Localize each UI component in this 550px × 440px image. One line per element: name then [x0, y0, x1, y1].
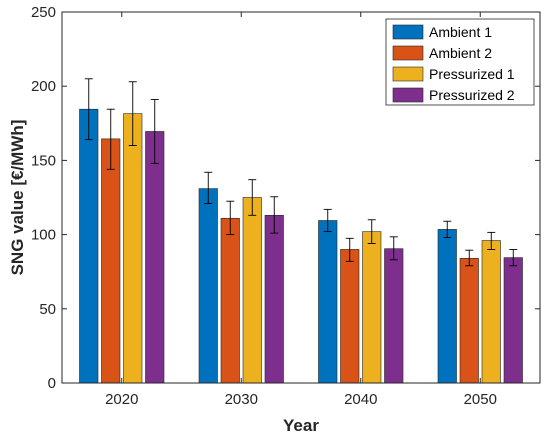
y-tick-label: 0: [48, 375, 56, 392]
legend-label: Ambient 1: [429, 24, 492, 40]
bar: [123, 113, 143, 384]
bar: [145, 131, 165, 384]
legend-swatch: [392, 24, 424, 40]
legend-swatch: [392, 45, 424, 61]
legend-swatch: [392, 66, 424, 82]
y-axis: 0 50 100 150 200 250: [31, 4, 540, 392]
legend-label: Ambient 2: [429, 45, 492, 61]
bar: [198, 188, 218, 384]
bars-layer: [79, 108, 523, 384]
y-axis-title: SNG value [€/MWh]: [8, 120, 27, 276]
x-axis: 2020 2030 2040 2050: [105, 12, 497, 408]
x-tick-label: 2020: [105, 391, 138, 408]
x-tick-label: 2050: [464, 391, 497, 408]
y-tick-label: 250: [31, 4, 56, 21]
bar: [220, 217, 240, 384]
bar: [318, 220, 338, 384]
legend-label: Pressurized 1: [429, 66, 515, 82]
x-axis-title: Year: [283, 416, 319, 435]
y-tick-label: 200: [31, 78, 56, 95]
bar: [362, 231, 382, 384]
error-bars-layer: [84, 78, 518, 267]
plot-frame: [61, 11, 541, 384]
bar: [101, 138, 121, 384]
x-tick-label: 2040: [344, 391, 377, 408]
bar: [242, 197, 262, 384]
bar: [503, 257, 523, 384]
y-tick-label: 100: [31, 227, 56, 244]
bar: [481, 240, 501, 384]
bar: [264, 215, 284, 384]
x-tick-label: 2030: [225, 391, 258, 408]
bar: [384, 248, 404, 384]
y-tick-label: 50: [39, 301, 56, 318]
legend-label: Pressurized 2: [429, 87, 515, 103]
legend-swatch: [392, 87, 424, 103]
bar: [79, 108, 99, 384]
bar: [340, 249, 360, 384]
bar: [459, 258, 479, 384]
bar: [437, 229, 457, 384]
y-tick-label: 150: [31, 152, 56, 169]
legend: Ambient 1 Ambient 2 Pressurized 1 Pressuriz…: [385, 18, 535, 106]
